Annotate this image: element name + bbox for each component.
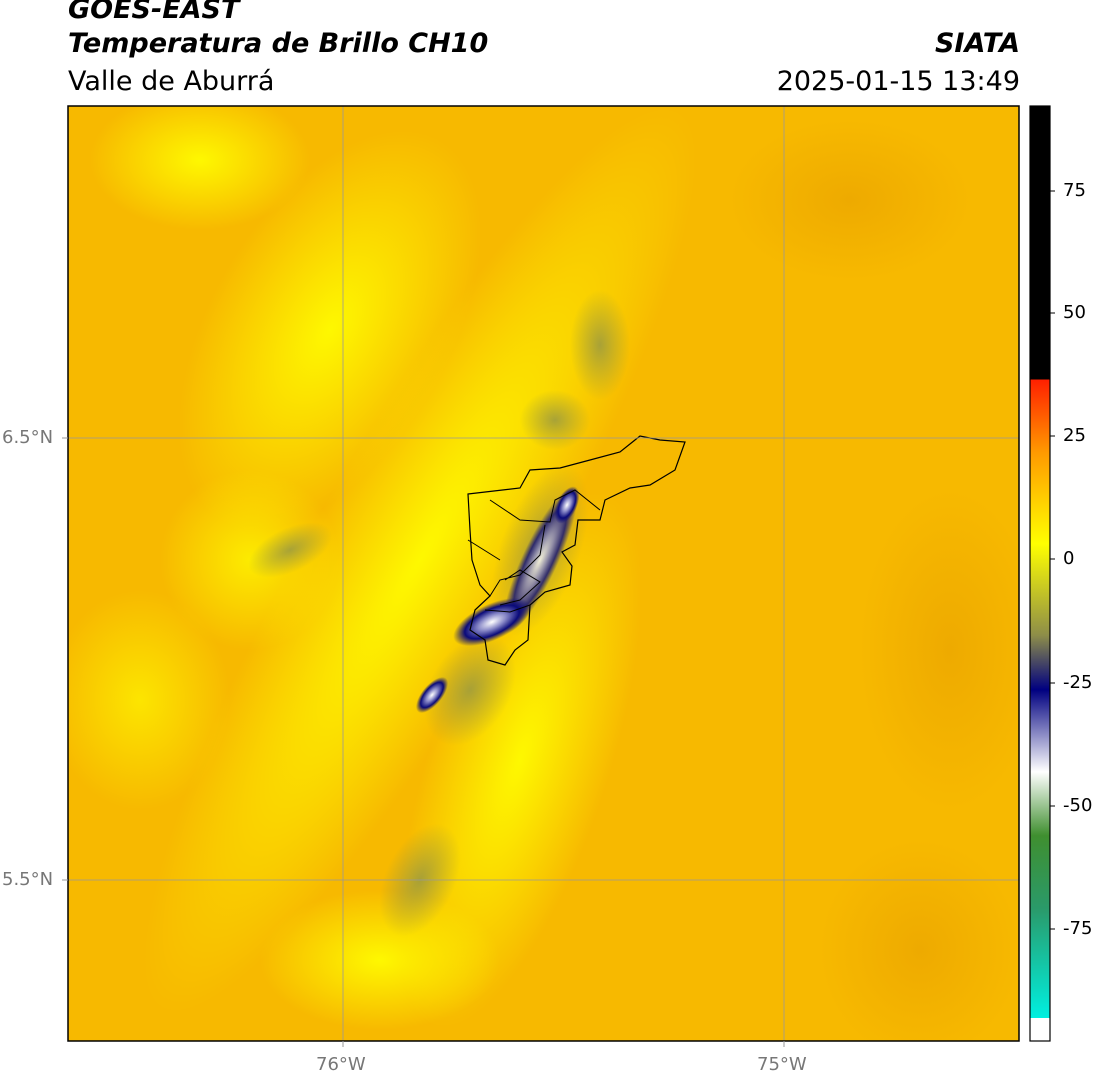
colorbar-tick-label: 25 (1063, 425, 1086, 446)
lon-label-75w: 75°W (757, 1054, 807, 1075)
lat-label-5-5n: 5.5°N (2, 869, 54, 890)
colorbar-tick-label: -50 (1063, 795, 1093, 816)
colorbar-tick-label: 0 (1063, 548, 1075, 569)
colorbar-tick-label: 50 (1063, 302, 1086, 323)
product-title: Temperatura de Brillo CH10 (68, 28, 489, 59)
timestamp-label: 2025-01-15 13:49 (776, 66, 1020, 97)
colorbar-tick-label: 75 (1063, 180, 1086, 201)
colorbar (1029, 105, 1055, 1042)
map-frame (67, 105, 1020, 1042)
colorbar-tick-label: -75 (1063, 918, 1093, 939)
aburra-valley-outline (467, 435, 686, 666)
brightness-temperature-field (68, 106, 1019, 1041)
lon-label-76w: 76°W (316, 1054, 366, 1075)
brand-label: SIATA (934, 28, 1020, 59)
colorbar-tick-label: -25 (1063, 672, 1093, 693)
region-label: Valle de Aburrá (68, 66, 275, 97)
lat-label-6-5n: 6.5°N (2, 427, 54, 448)
satellite-title: GOES-EAST (68, 0, 240, 25)
